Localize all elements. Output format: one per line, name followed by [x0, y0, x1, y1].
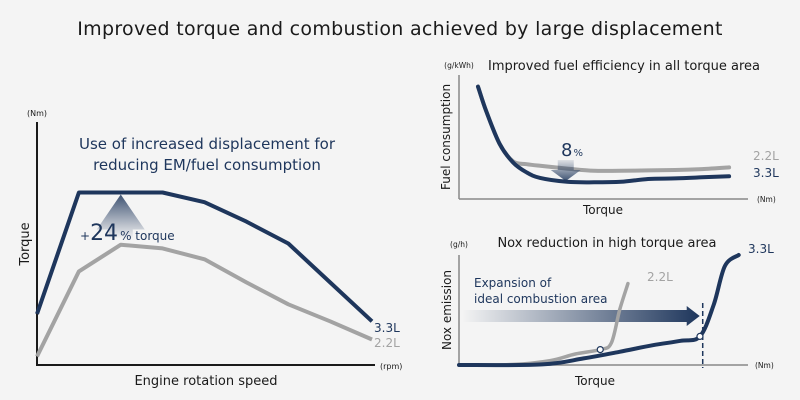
- series-line-3.3L: [35, 190, 374, 323]
- fuel-annotation: 8%: [561, 140, 583, 161]
- expansion-arrow: [462, 306, 700, 326]
- annotation-title-line-1: Use of increased displacement for: [79, 135, 336, 153]
- x-axis-label: Torque: [582, 203, 623, 217]
- series-line-2.2L: [35, 242, 373, 358]
- x-axis-label: Engine rotation speed: [134, 374, 277, 389]
- x-unit-label: (rpm): [380, 362, 402, 371]
- expansion-label-line-2: ideal combustion area: [474, 292, 608, 306]
- torque-increase-arrow: [96, 194, 145, 239]
- y-axis-label: Torque: [18, 222, 33, 266]
- marker-2.2L: [596, 346, 604, 354]
- nox-chart: (g/h) Nox reduction in high torque area …: [440, 236, 774, 388]
- series-line-3.3L: [476, 84, 732, 185]
- annotation-title-line-2: reducing EM/fuel consumption: [93, 156, 321, 174]
- expansion-label-line-1: Expansion of: [474, 276, 552, 290]
- annotation-unit: % torque: [120, 229, 175, 243]
- legend-label-3.3L: 3.3L: [753, 166, 779, 180]
- chart-title: Nox reduction in high torque area: [497, 236, 716, 251]
- y-unit-label: (Nm): [27, 109, 47, 118]
- torque-annotation: +24% torque: [80, 221, 175, 246]
- torque-chart: (Nm) (rpm) Engine rotation speed Torque …: [18, 109, 402, 389]
- annotation-unit: %: [573, 148, 583, 159]
- legend-label-2.2L: 2.2L: [647, 270, 673, 284]
- annotation-value: 24: [90, 221, 118, 246]
- y-axis-label: Nox emission: [440, 270, 454, 350]
- legend-label-3.3L: 3.3L: [374, 321, 400, 335]
- annotation-value: 8: [561, 140, 572, 161]
- annotation-plus: +: [80, 229, 90, 243]
- main-title: Improved torque and combustion achieved …: [77, 18, 723, 40]
- y-unit-label: (g/kWh): [444, 61, 474, 70]
- y-unit-label: (g/h): [450, 240, 468, 249]
- x-unit-label: (Nm): [755, 361, 774, 370]
- series-line-3.3L: [457, 253, 741, 368]
- marker-3.3L: [696, 332, 704, 340]
- fuel-chart: (g/kWh) Improved fuel efficiency in all …: [439, 59, 779, 217]
- legend-label-3.3L: 3.3L: [748, 242, 774, 256]
- x-unit-label: (Nm): [757, 195, 776, 204]
- fuel-reduction-arrow: [550, 160, 581, 181]
- legend-label-2.2L: 2.2L: [753, 149, 779, 163]
- legend-label-2.2L: 2.2L: [374, 336, 400, 350]
- series-line-2.2L: [476, 84, 732, 173]
- y-axis-label: Fuel consumption: [439, 84, 453, 190]
- x-axis-label: Torque: [574, 374, 615, 388]
- chart-title: Improved fuel efficiency in all torque a…: [488, 59, 760, 74]
